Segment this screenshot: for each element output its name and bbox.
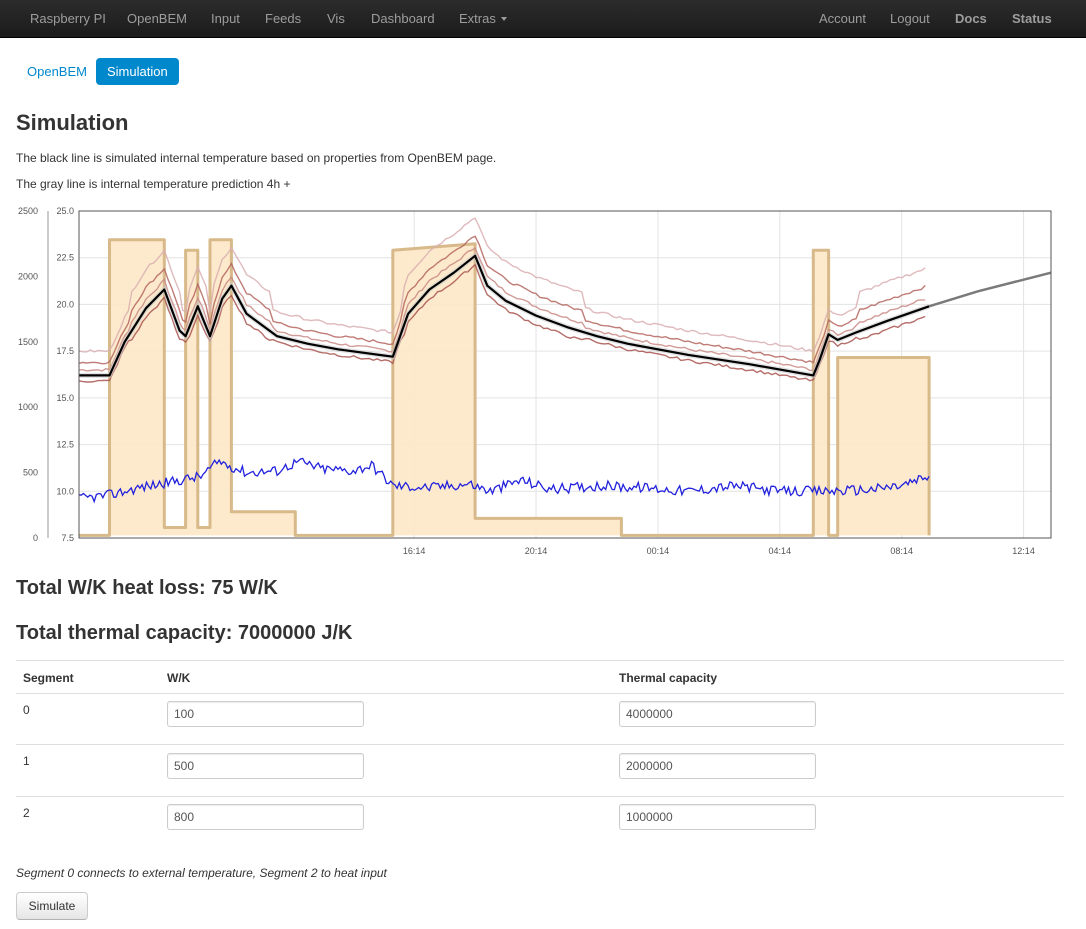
x-tick-label: 04:14 (769, 546, 792, 556)
y-left-tick-label: 1500 (18, 337, 38, 347)
measured-temperature-line (78, 263, 926, 383)
simulated-temperature-shadow (79, 251, 930, 379)
nav-input[interactable]: Input (211, 11, 240, 26)
y-left-tick-label: 500 (23, 468, 38, 478)
header-segment: Segment (23, 671, 74, 685)
heat-input-line (79, 238, 931, 537)
segment-1-capacity-input[interactable] (619, 753, 816, 779)
thermal-capacity-summary: Total thermal capacity: 7000000 J/K (16, 622, 353, 644)
segment-1-wk-input[interactable] (167, 753, 364, 779)
y-right-tick-label: 15.0 (56, 393, 74, 403)
simulated-temperature-layer (79, 251, 1052, 379)
segment-2-label: 2 (23, 806, 30, 820)
x-tick-label: 08:14 (890, 546, 913, 556)
x-tick-label: 12:14 (1012, 546, 1035, 556)
tab-openbem[interactable]: OpenBEM (27, 64, 87, 79)
segment-0-wk-input[interactable] (167, 701, 364, 727)
measured-temperature-layer (78, 217, 926, 383)
nav-vis[interactable]: Vis (327, 11, 345, 26)
caret-down-icon (500, 16, 507, 21)
header-thermal-capacity: Thermal capacity (619, 671, 718, 685)
segment-2-capacity-input[interactable] (619, 804, 816, 830)
segment-0-capacity-input[interactable] (619, 701, 816, 727)
y-right-tick-label: 12.5 (56, 440, 74, 450)
measured-temperature-line (78, 235, 926, 365)
segment-connection-note: Segment 0 connects to external temperatu… (16, 866, 387, 880)
heat-loss-summary: Total W/K heat loss: 75 W/K (16, 577, 278, 599)
table-row-divider (16, 744, 1064, 745)
description-black-line: The black line is simulated internal tem… (16, 151, 497, 165)
y-left-tick-label: 1000 (18, 402, 38, 412)
y-right-tick-label: 10.0 (56, 486, 74, 496)
nav-feeds[interactable]: Feeds (265, 11, 302, 26)
table-top-border (16, 660, 1064, 661)
y-right-tick-label: 22.5 (56, 253, 74, 263)
outside-temperature-layer (78, 457, 930, 504)
tab-simulation[interactable]: Simulation (96, 58, 179, 85)
nav-docs[interactable]: Docs (955, 11, 987, 26)
plot-border (78, 210, 1052, 539)
axis-tick-labels: 16:14 20:14 00:14 04:14 08:14 12:14 0 500 1000 15… (18, 206, 1035, 556)
description-gray-line: The gray line is internal temperature pr… (16, 177, 291, 191)
x-tick-label: 00:14 (647, 546, 670, 556)
table-header-divider (16, 693, 1064, 694)
nav-raspberry-pi[interactable]: Raspberry PI (30, 11, 106, 26)
nav-logout[interactable]: Logout (890, 11, 930, 26)
top-navbar: Raspberry PI OpenBEM Input Feeds Vis Das… (0, 0, 1086, 38)
x-tick-label: 20:14 (525, 546, 548, 556)
measured-temperature-line (78, 217, 926, 354)
segment-0-label: 0 (23, 703, 30, 717)
y-left-tick-label: 2500 (18, 206, 38, 216)
measured-temperature-line (78, 247, 926, 372)
table-row-divider (16, 796, 1064, 797)
segment-2-wk-input[interactable] (167, 804, 364, 830)
header-wk: W/K (167, 671, 191, 685)
page-title: Simulation (16, 110, 129, 135)
y-right-tick-label: 17.5 (56, 346, 74, 356)
simulation-chart: 16:14 20:14 00:14 04:14 08:14 12:14 0 500 1000 15… (18, 206, 1052, 556)
nav-dashboard[interactable]: Dashboard (371, 11, 435, 26)
y-right-tick-label: 7.5 (61, 533, 74, 543)
outside-temperature-line (78, 457, 930, 504)
prediction-line (928, 271, 1052, 308)
simulate-button[interactable]: Simulate (16, 892, 88, 920)
y-left-tick-label: 2000 (18, 271, 38, 281)
y-right-tick-label: 20.0 (56, 299, 74, 309)
x-tick-label: 16:14 (403, 546, 426, 556)
nav-extras-label: Extras (459, 11, 496, 26)
nav-extras-dropdown[interactable]: Extras (459, 11, 507, 26)
nav-account[interactable]: Account (819, 11, 866, 26)
y-right-tick-label: 25.0 (56, 206, 74, 216)
y-left-tick-label: 0 (33, 533, 38, 543)
nav-status[interactable]: Status (1012, 11, 1052, 26)
nav-openbem[interactable]: OpenBEM (127, 11, 187, 26)
simulated-temperature-line (79, 254, 930, 377)
segment-1-label: 1 (23, 754, 30, 768)
